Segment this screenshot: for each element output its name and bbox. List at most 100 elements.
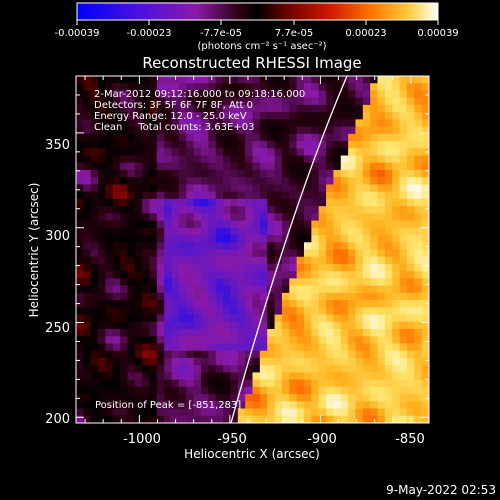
heatmap-cell xyxy=(355,278,364,287)
heatmap-cell xyxy=(362,198,371,207)
heatmap-cell xyxy=(252,263,261,272)
heatmap-cell xyxy=(90,97,99,106)
heatmap-cell xyxy=(237,155,246,164)
heatmap-cell xyxy=(259,242,268,251)
heatmap-cell xyxy=(399,126,408,135)
heatmap-cell xyxy=(384,235,393,243)
heatmap-cell xyxy=(377,285,386,294)
heatmap-cell xyxy=(215,119,224,128)
heatmap-cell xyxy=(318,300,327,308)
heatmap-cell xyxy=(252,408,261,417)
heatmap-cell xyxy=(340,148,349,157)
heatmap-cell xyxy=(406,191,415,200)
heatmap-cell xyxy=(98,343,107,352)
heatmap-cell xyxy=(112,141,121,149)
heatmap-cell xyxy=(377,343,386,352)
heatmap-cell xyxy=(237,126,246,135)
heatmap-cell xyxy=(127,126,136,135)
heatmap-cell xyxy=(201,76,209,84)
heatmap-cell xyxy=(83,90,92,99)
heatmap-cell xyxy=(186,329,195,337)
heatmap-cell xyxy=(171,191,180,200)
heatmap-cell xyxy=(362,394,371,402)
heatmap-cell xyxy=(421,227,429,236)
heatmap-cell xyxy=(384,184,393,193)
heatmap-cell xyxy=(208,379,217,388)
heatmap-cell xyxy=(76,177,84,186)
heatmap-cell xyxy=(134,415,143,423)
heatmap-cell xyxy=(326,365,334,373)
heatmap-cell xyxy=(76,119,84,128)
heatmap-cell xyxy=(149,133,158,142)
heatmap-cell xyxy=(384,133,393,142)
heatmap-cell xyxy=(193,271,202,280)
heatmap-cell xyxy=(406,263,415,272)
heatmap-cell xyxy=(326,285,334,294)
heatmap-cell xyxy=(340,271,349,280)
heatmap-cell xyxy=(348,162,357,171)
heatmap-cell xyxy=(112,198,121,207)
heatmap-cell xyxy=(105,386,114,395)
heatmap-cell xyxy=(421,83,429,92)
heatmap-cell xyxy=(421,365,429,373)
heatmap-cell xyxy=(318,386,327,395)
heatmap-cell xyxy=(421,372,429,381)
heatmap-cell xyxy=(186,372,195,381)
heatmap-cell xyxy=(156,379,165,388)
heatmap-cell xyxy=(178,343,187,352)
heatmap-cell xyxy=(201,126,209,135)
heatmap-cell xyxy=(105,184,114,193)
heatmap-cell xyxy=(348,76,357,84)
heatmap-cell xyxy=(156,90,165,99)
heatmap-cell xyxy=(311,343,320,352)
heatmap-cell xyxy=(318,314,327,323)
heatmap-cell xyxy=(186,76,195,84)
heatmap-cell xyxy=(76,314,84,323)
heatmap-cell xyxy=(348,198,357,207)
heatmap-cell xyxy=(303,256,312,265)
heatmap-cell xyxy=(355,83,364,92)
heatmap-cell xyxy=(303,350,312,359)
heatmap-cell xyxy=(326,198,334,207)
heatmap-cell xyxy=(326,169,334,178)
heatmap-cell xyxy=(237,184,246,193)
heatmap-cell xyxy=(289,285,298,294)
heatmap-cell xyxy=(274,177,283,186)
heatmap-cell xyxy=(127,271,136,280)
heatmap-cell xyxy=(289,119,298,128)
x-tick-label: -850 xyxy=(395,432,425,447)
heatmap-cell xyxy=(171,350,180,359)
heatmap-cell xyxy=(392,90,401,99)
heatmap-cell xyxy=(215,321,224,330)
heatmap-cell xyxy=(178,263,187,272)
heatmap-cell xyxy=(186,148,195,157)
heatmap-cell xyxy=(201,104,209,113)
heatmap-cell xyxy=(186,104,195,113)
heatmap-cell xyxy=(326,227,334,236)
heatmap-cell xyxy=(215,329,224,337)
heatmap-cell xyxy=(333,329,342,337)
heatmap-cell xyxy=(230,184,239,193)
heatmap-cell xyxy=(289,227,298,236)
heatmap-cell xyxy=(274,271,283,280)
heatmap-cell xyxy=(274,141,283,149)
heatmap-cell xyxy=(186,191,195,200)
heatmap-cell xyxy=(384,76,393,84)
heatmap-cell xyxy=(267,184,276,193)
heatmap-cell xyxy=(127,76,136,84)
heatmap-cell xyxy=(90,386,99,395)
heatmap-cell xyxy=(399,350,408,359)
heatmap-cell xyxy=(289,343,298,352)
heatmap-cell xyxy=(134,271,143,280)
heatmap-cell xyxy=(370,191,379,200)
heatmap-cell xyxy=(178,336,187,345)
heatmap-cell xyxy=(333,213,342,222)
heatmap-cell xyxy=(90,263,99,272)
heatmap-cell xyxy=(120,263,129,272)
heatmap-cell xyxy=(83,365,92,373)
heatmap-cell xyxy=(370,271,379,280)
heatmap-cell xyxy=(98,386,107,395)
heatmap-cell xyxy=(267,263,276,272)
heatmap-cell xyxy=(186,90,195,99)
heatmap-cell xyxy=(406,155,415,164)
